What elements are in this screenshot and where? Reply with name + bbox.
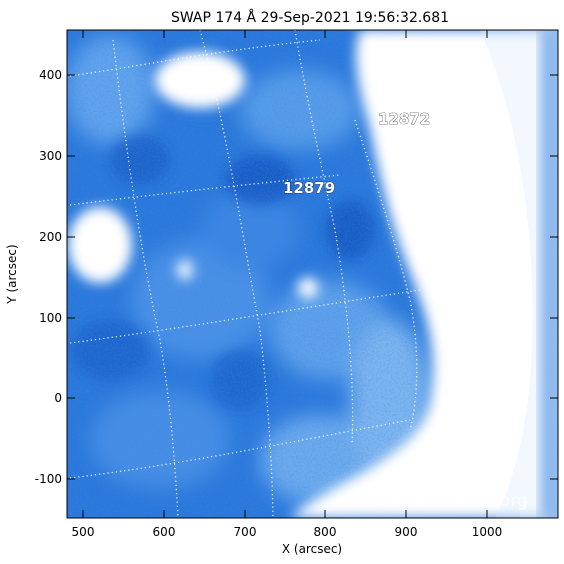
y-tick-label: 200 xyxy=(39,230,62,244)
y-tick-label: 100 xyxy=(39,311,62,325)
x-tick-label: 900 xyxy=(395,525,418,539)
y-tick-marks xyxy=(67,74,558,480)
x-tick-label: 600 xyxy=(153,525,176,539)
y-tick-labels: 400 300 200 100 0 -100 xyxy=(35,68,62,486)
active-region-label: 12879 xyxy=(283,179,335,197)
active-region-label: 12872 xyxy=(378,110,430,128)
watermark: SolarMonitor.org xyxy=(388,491,528,511)
x-tick-label: 700 xyxy=(234,525,257,539)
x-axis-label: X (arcsec) xyxy=(282,542,342,556)
x-tick-label: 1000 xyxy=(472,525,503,539)
x-tick-marks xyxy=(82,30,488,518)
heliographic-grid xyxy=(69,30,421,518)
x-tick-labels: 500 600 700 800 900 1000 xyxy=(72,525,503,539)
solar-euv-image xyxy=(67,30,558,518)
x-tick-label: 500 xyxy=(72,525,95,539)
y-axis-label: Y (arcsec) xyxy=(5,244,19,304)
y-tick-label: -100 xyxy=(35,472,62,486)
x-tick-label: 800 xyxy=(314,525,337,539)
y-tick-label: 300 xyxy=(39,149,62,163)
figure-title: SWAP 174 Å 29-Sep-2021 19:56:32.681 xyxy=(171,9,449,26)
plot-frame xyxy=(66,29,559,519)
y-tick-label: 0 xyxy=(54,391,62,405)
y-tick-label: 400 xyxy=(39,68,62,82)
